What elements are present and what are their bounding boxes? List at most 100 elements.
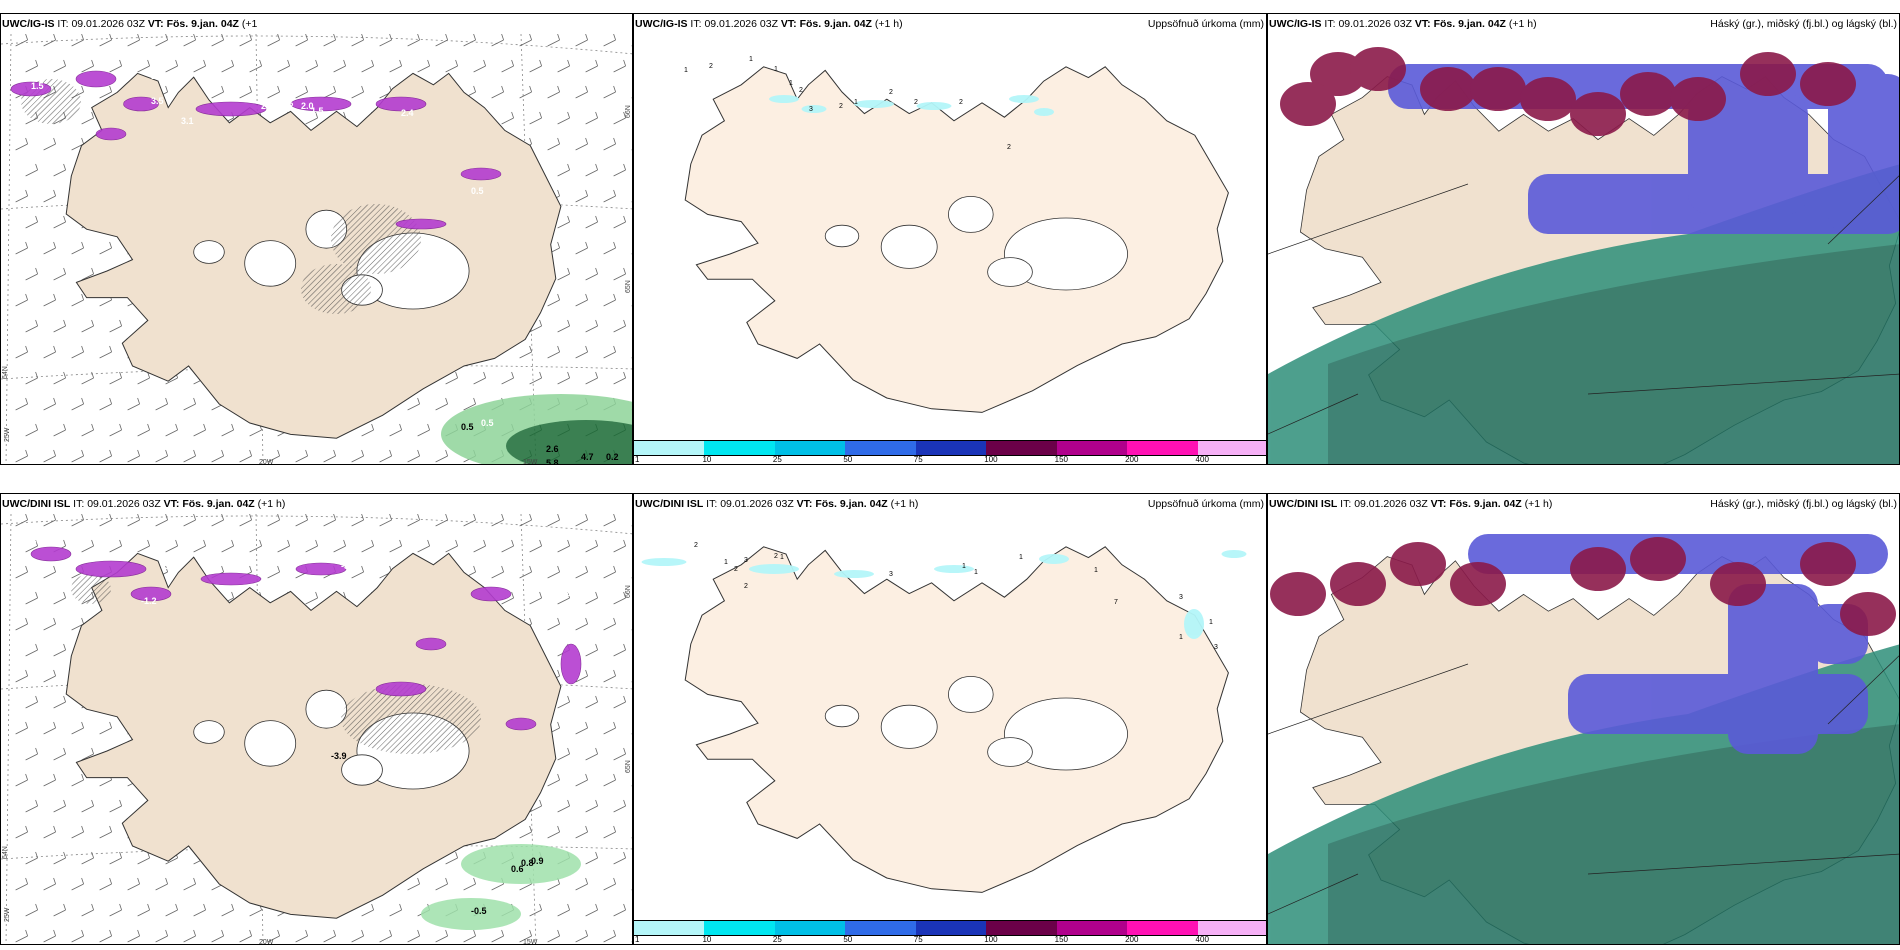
temperature-blob	[395, 218, 447, 230]
wind-barb	[575, 617, 588, 631]
legend-color-swatch	[1127, 440, 1198, 456]
temperature-value: -3.3	[86, 548, 102, 558]
wind-barb	[15, 345, 28, 359]
glacier	[305, 689, 348, 729]
precip-value: 2	[839, 103, 843, 110]
temperature-value: -1.8	[21, 536, 37, 546]
glacier	[987, 257, 1033, 287]
wind-barb	[211, 85, 224, 99]
high-cloud-area	[1800, 62, 1856, 106]
map-panel-precip-bottom: UWC/DINI ISL IT: 09.01.2026 03Z VT: Fös.…	[633, 493, 1267, 945]
wind-barb	[407, 397, 420, 411]
wind-barb	[575, 929, 588, 943]
wind-barb	[501, 59, 514, 73]
wind-barb	[519, 565, 532, 579]
latitude-label: 66N	[625, 105, 632, 118]
latitude-label: 64N	[2, 366, 9, 379]
high-cloud-area	[1420, 67, 1476, 111]
wind-barb	[211, 449, 224, 463]
wind-barb	[585, 319, 598, 333]
wind-barb	[15, 825, 28, 839]
precip-area	[641, 558, 687, 566]
wind-barb	[99, 721, 112, 735]
wind-barb	[81, 539, 94, 553]
wind-barb	[585, 695, 598, 709]
wind-barb	[43, 137, 56, 151]
wind-barb	[239, 34, 252, 47]
wind-barb	[137, 539, 150, 553]
legend-tick-label: 150	[1054, 455, 1069, 464]
wind-barb	[501, 591, 514, 605]
glaciers	[824, 675, 1128, 771]
iceland-land	[65, 72, 562, 439]
wind-barb	[445, 851, 458, 865]
wind-barb	[71, 721, 84, 735]
wind-barb	[603, 293, 616, 307]
wind-barb	[547, 825, 560, 839]
wind-barb	[109, 851, 122, 865]
wind-barb	[53, 163, 66, 177]
wind-barb	[473, 539, 486, 553]
wind-barb	[547, 345, 560, 359]
wind-barb	[43, 514, 56, 527]
wind-barb	[305, 591, 318, 605]
wind-barb	[15, 189, 28, 203]
wind-barb	[585, 267, 598, 281]
wind-barb	[15, 565, 28, 579]
temperature-value: -0.5	[471, 906, 487, 916]
legend-tick-label: 200	[1125, 935, 1139, 944]
temperature-value: 5.8	[546, 458, 559, 465]
precip-area	[769, 95, 799, 103]
temperature-blob	[123, 96, 159, 112]
wind-barb	[557, 371, 570, 385]
temperature-value: -2.7	[331, 581, 347, 591]
legend-color-swatch	[986, 440, 1057, 456]
wind-barb	[43, 721, 56, 735]
hatched-area	[331, 204, 421, 274]
low-cloud-area	[1328, 244, 1899, 464]
glacier	[947, 195, 994, 233]
wind-barb	[15, 877, 28, 891]
wind-barb	[463, 397, 476, 411]
wind-barb	[613, 371, 626, 385]
high-cloud-area	[1350, 47, 1406, 91]
wind-barb	[575, 514, 588, 527]
wind-barb	[53, 799, 66, 813]
mid-cloud-area	[1828, 74, 1899, 234]
wind-barb	[575, 241, 588, 255]
mid-cloud-area	[1728, 584, 1818, 754]
wind-barb	[53, 215, 66, 229]
temperature-value: 2.4	[401, 108, 414, 118]
wind-barb	[25, 903, 38, 917]
temperature-blob	[195, 101, 267, 117]
wind-barb	[193, 59, 206, 73]
high-cloud	[1270, 537, 1896, 636]
legend-color-swatch	[704, 440, 775, 456]
wind-barb	[43, 565, 56, 579]
wind-barb	[53, 851, 66, 865]
wind-barb	[15, 397, 28, 411]
wind-barb	[165, 539, 178, 553]
wind-barb	[501, 539, 514, 553]
temperature-blob	[295, 562, 347, 576]
wind-barb	[547, 773, 560, 787]
temperature-value: -2.5	[561, 614, 577, 624]
wind-barb	[389, 59, 402, 73]
wind-barb	[71, 825, 84, 839]
precip-value: 1	[1094, 567, 1098, 574]
wind-barb	[25, 851, 38, 865]
wind-barb	[575, 565, 588, 579]
longitude-label: 20W	[259, 939, 274, 945]
wind-barb	[557, 319, 570, 333]
wind-barb	[613, 163, 626, 177]
wind-barb	[25, 423, 38, 437]
precip-value: 1	[1179, 634, 1183, 641]
wind-barb	[99, 929, 112, 943]
wind-barb	[267, 565, 280, 579]
wind-barb	[43, 345, 56, 359]
wind-barb	[557, 111, 570, 125]
precip-value: 1	[684, 67, 688, 74]
legend-tick-label: 25	[772, 455, 782, 464]
graticule	[1268, 655, 1899, 915]
